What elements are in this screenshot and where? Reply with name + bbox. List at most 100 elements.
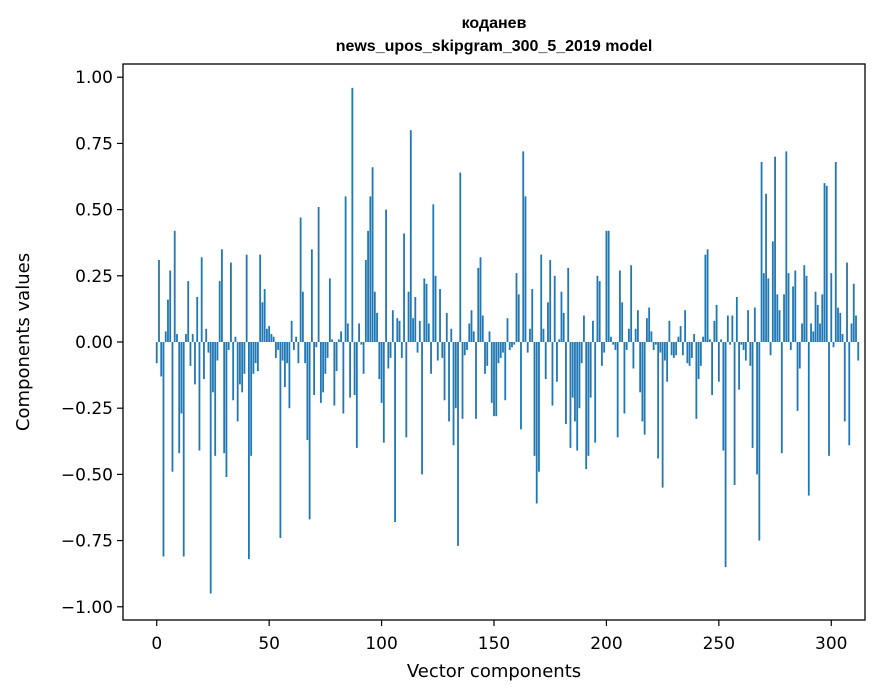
bar-78 <box>331 339 334 342</box>
bar-92 <box>362 342 365 374</box>
bar-56 <box>281 342 284 361</box>
bar-199 <box>603 342 606 353</box>
bar-18 <box>196 296 199 342</box>
bar-261 <box>742 342 745 350</box>
bar-244 <box>704 254 707 342</box>
bar-231 <box>675 342 678 356</box>
bar-141 <box>472 331 475 342</box>
bar-169 <box>535 342 538 504</box>
bar-126 <box>439 289 441 342</box>
bar-158 <box>511 342 513 348</box>
bar-100 <box>380 342 383 403</box>
bar-69 <box>310 249 313 342</box>
bar-238 <box>690 342 693 358</box>
bar-197 <box>598 281 601 342</box>
bar-174 <box>547 302 549 342</box>
bar-252 <box>722 342 725 451</box>
bar-163 <box>522 151 525 342</box>
bar-60 <box>290 320 293 342</box>
bar-206 <box>619 270 621 342</box>
bar-172 <box>542 328 545 342</box>
bar-117 <box>418 320 421 342</box>
bar-152 <box>497 342 500 364</box>
bar-29 <box>221 249 223 342</box>
y-tick-label: −0.25 <box>61 399 113 419</box>
bar-176 <box>551 342 554 406</box>
x-tick-label: 250 <box>703 634 735 654</box>
bar-110 <box>403 233 405 342</box>
bar-90 <box>358 323 360 342</box>
bar-205 <box>616 342 619 438</box>
bar-195 <box>594 342 597 443</box>
bar-19 <box>198 342 201 451</box>
bar-154 <box>502 342 504 353</box>
bar-128 <box>443 342 446 401</box>
bar-151 <box>495 342 498 417</box>
x-tick-label: 50 <box>258 634 280 654</box>
bar-288 <box>803 265 806 342</box>
bar-22 <box>205 328 208 342</box>
bar-266 <box>753 307 756 342</box>
bar-58 <box>286 342 289 364</box>
bar-306 <box>843 342 846 422</box>
bar-215 <box>639 342 642 393</box>
bar-230 <box>672 342 675 358</box>
bar-129 <box>445 312 448 342</box>
bar-175 <box>549 259 552 342</box>
bar-52 <box>272 336 275 342</box>
bar-45 <box>257 342 259 372</box>
bar-153 <box>499 342 502 358</box>
bar-281 <box>787 273 790 342</box>
bar-193 <box>589 342 592 398</box>
bar-27 <box>216 342 219 361</box>
bar-234 <box>681 342 684 356</box>
bar-287 <box>801 323 803 342</box>
bar-21 <box>203 342 205 380</box>
bar-275 <box>774 156 776 342</box>
bar-190 <box>583 315 585 342</box>
bar-285 <box>796 342 799 411</box>
bar-264 <box>749 342 752 366</box>
bar-265 <box>751 342 754 448</box>
bar-123 <box>432 204 435 342</box>
bar-68 <box>308 342 311 520</box>
bar-140 <box>470 310 473 342</box>
bar-301 <box>832 342 835 348</box>
bar-226 <box>663 342 666 361</box>
bar-292 <box>812 331 815 342</box>
bar-122 <box>430 342 432 374</box>
bar-247 <box>711 342 714 395</box>
bar-224 <box>659 342 662 353</box>
bar-225 <box>661 342 664 488</box>
bar-15 <box>189 342 192 366</box>
bar-77 <box>328 278 331 342</box>
bar-233 <box>679 326 682 342</box>
bar-138 <box>466 342 468 350</box>
bar-2 <box>160 342 163 377</box>
bar-150 <box>493 342 495 417</box>
bar-89 <box>355 342 358 448</box>
bar-155 <box>504 342 507 401</box>
bar-222 <box>654 342 657 345</box>
bar-250 <box>717 342 720 382</box>
bar-66 <box>304 342 307 364</box>
bar-223 <box>657 342 660 459</box>
bar-200 <box>605 230 608 342</box>
bar-11 <box>180 342 183 414</box>
bar-310 <box>852 283 855 342</box>
bar-178 <box>556 342 558 382</box>
bar-289 <box>805 275 808 342</box>
bar-240 <box>695 342 698 419</box>
bar-283 <box>792 286 794 342</box>
bar-210 <box>628 328 630 342</box>
bar-131 <box>450 328 453 342</box>
bar-132 <box>452 342 455 446</box>
bar-242 <box>699 342 702 366</box>
bar-0 <box>155 342 158 364</box>
bar-54 <box>277 342 280 350</box>
bar-229 <box>670 342 673 356</box>
bar-96 <box>371 167 374 342</box>
bar-280 <box>785 151 788 342</box>
bar-35 <box>234 336 237 342</box>
bar-71 <box>315 342 318 348</box>
